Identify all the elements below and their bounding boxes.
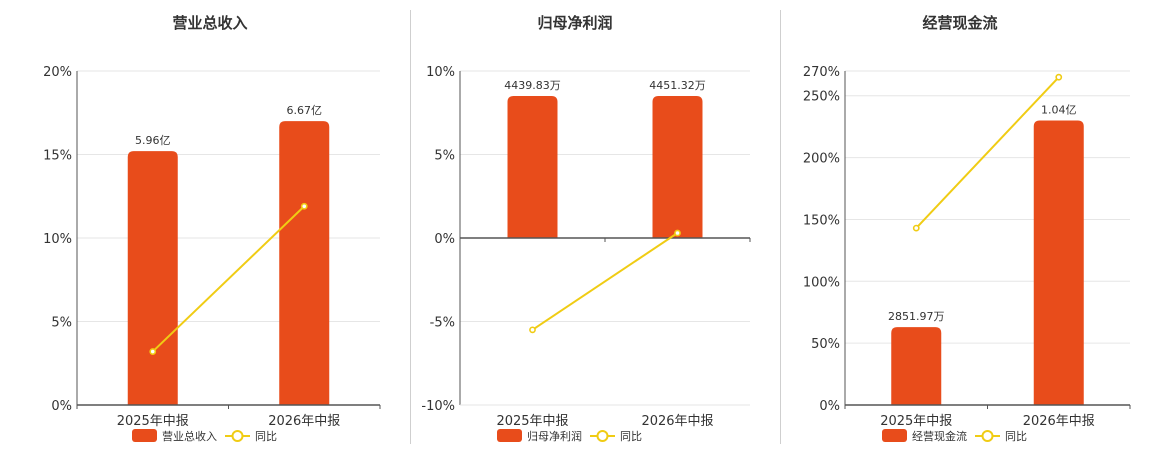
legend-bar-label: 经营现金流	[912, 429, 967, 443]
y-tick-label: -10%	[421, 399, 455, 414]
yoy-line	[531, 232, 679, 331]
legend-bar-label: 营业总收入	[162, 429, 217, 443]
bar	[652, 96, 703, 238]
y-tick-label: 270%	[803, 65, 840, 80]
chart-title: 归母净利润	[537, 14, 612, 32]
data-label: 4439.83万	[504, 79, 561, 92]
data-label: 5.96亿	[135, 134, 171, 147]
y-tick-label: 150%	[803, 213, 840, 228]
chart-title: 营业总收入	[172, 14, 247, 32]
chart-title: 经营现金流	[922, 14, 997, 32]
chart-3: 经营现金流 0% 50% 100% 150% 200% 250% 270% 2851.97万 1.…	[803, 14, 1131, 443]
y-tick-label: 15%	[43, 149, 72, 164]
bar	[1033, 120, 1084, 406]
y-tick-label: 0%	[434, 232, 455, 247]
legend: 营业总收入 同比	[132, 429, 277, 443]
yoy-point	[529, 326, 536, 334]
y-tick-label: 200%	[803, 152, 840, 167]
x-category-label: 2025年中报	[117, 414, 189, 429]
y-tick-label: 0%	[819, 399, 840, 414]
x-category-label: 2025年中报	[496, 414, 568, 429]
x-category-label: 2025年中报	[880, 414, 952, 429]
yoy-point	[149, 348, 157, 355]
y-tick-label: 10%	[43, 232, 72, 247]
yoy-point	[912, 224, 920, 232]
y-tick-label: 250%	[803, 90, 840, 105]
legend-line-label: 同比	[1005, 430, 1027, 443]
yoy-line	[152, 205, 305, 353]
legend-line-marker	[231, 430, 244, 442]
divider-right	[780, 10, 781, 444]
yoy-point	[300, 202, 308, 210]
chart-2: 归母净利润 -10% -5% 0% 5% 10% 4439.83万 4451.32万 2025年…	[421, 14, 751, 443]
y-tick-label: 5%	[51, 316, 72, 331]
legend-bar-swatch	[882, 429, 907, 442]
yoy-line	[915, 76, 1060, 229]
data-label: 1.04亿	[1041, 103, 1077, 116]
yoy-point	[674, 229, 681, 237]
y-tick-label: 100%	[803, 275, 840, 290]
chart-1: 营业总收入 0% 5% 10% 15% 20% 5.96亿 6.67亿 2025年中报 2026年…	[43, 14, 381, 443]
legend-bar-swatch	[132, 429, 157, 442]
y-tick-label: 20%	[43, 65, 72, 80]
y-tick-label: 0%	[51, 399, 72, 414]
legend-line-marker	[596, 430, 609, 442]
x-category-label: 2026年中报	[1023, 414, 1095, 429]
divider-left	[410, 10, 411, 444]
legend-bar-label: 归母净利润	[527, 429, 582, 443]
data-label: 2851.97万	[888, 310, 945, 323]
bar	[127, 151, 178, 405]
x-category-label: 2026年中报	[268, 414, 340, 429]
legend-line-label: 同比	[255, 430, 277, 443]
bar	[507, 96, 558, 238]
data-label: 6.67亿	[287, 104, 323, 117]
legend: 经营现金流 同比	[882, 429, 1027, 443]
y-tick-label: 5%	[434, 149, 455, 164]
data-label: 4451.32万	[649, 79, 706, 92]
legend-line-label: 同比	[620, 430, 642, 443]
y-tick-label: 50%	[811, 337, 840, 352]
y-tick-label: -5%	[430, 316, 455, 331]
y-tick-label: 10%	[426, 65, 455, 80]
yoy-point	[1055, 73, 1063, 81]
x-category-label: 2026年中报	[641, 414, 713, 429]
bar	[891, 327, 942, 405]
legend-bar-swatch	[497, 429, 522, 442]
legend-line-marker	[981, 430, 994, 442]
bar	[279, 121, 330, 405]
legend: 归母净利润 同比	[497, 429, 642, 443]
